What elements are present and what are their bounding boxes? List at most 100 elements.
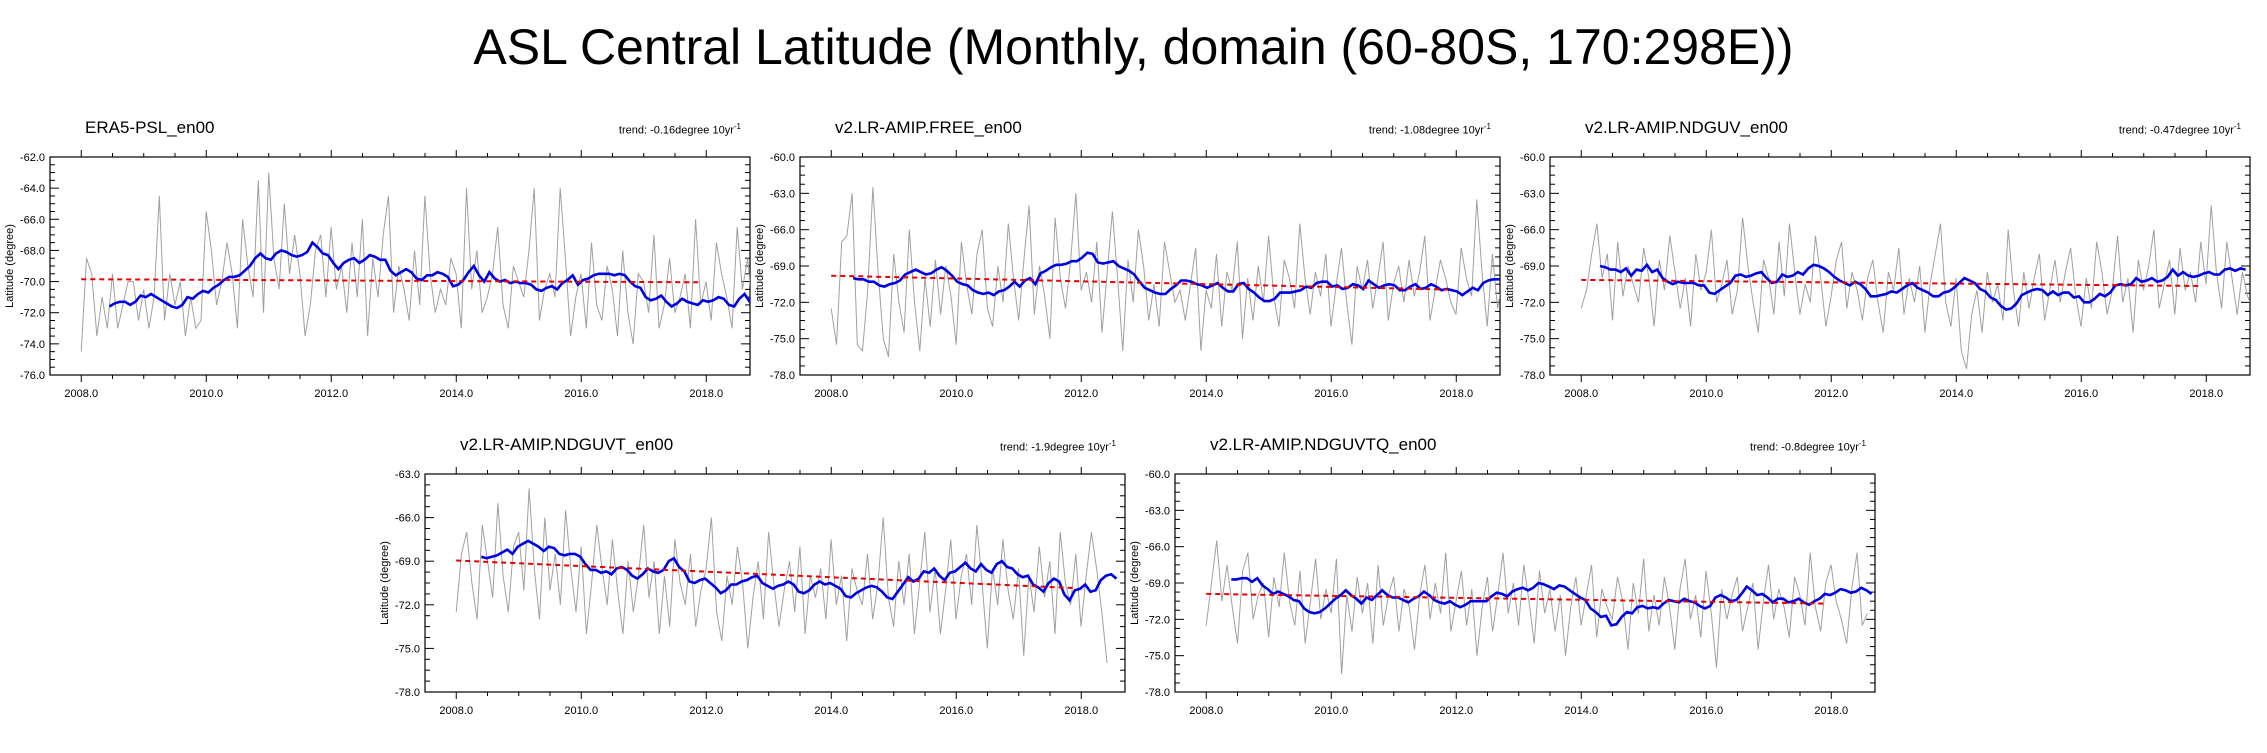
y-axis-label: Latitude (degree) xyxy=(1504,224,1516,308)
series-trend xyxy=(831,274,1451,291)
plot-frame xyxy=(799,156,1501,376)
x-tick-label: 2010.0 xyxy=(1314,705,1348,717)
panel-trend-label: trend: -1.9degree 10yr-1 xyxy=(1000,439,1116,454)
y-tick-label: -60.0 xyxy=(1520,152,1545,164)
y-tick-label: -66.0 xyxy=(1520,225,1545,237)
panel-free: v2.LR-AMIP.FREE_en00 trend: -1.08degree … xyxy=(750,110,1510,410)
y-tick-label: -60.0 xyxy=(770,152,795,164)
x-tick-label: 2016.0 xyxy=(2064,388,2098,400)
y-axis-label: Latitude (degree) xyxy=(1129,541,1141,625)
series-monthly xyxy=(830,187,1500,357)
x-tick-label: 2018.0 xyxy=(1439,388,1473,400)
y-tick-label: -63.0 xyxy=(770,188,795,200)
panel-title: ERA5-PSL_en00 xyxy=(85,118,215,137)
x-tick-label: 2014.0 xyxy=(1564,705,1598,717)
y-tick-label: -75.0 xyxy=(770,334,795,346)
y-tick-label: -63.0 xyxy=(1145,505,1170,517)
panel-trend-label: trend: -0.47degree 10yr-1 xyxy=(2119,122,2241,137)
y-tick-label: -78.0 xyxy=(1520,370,1545,382)
series-smoothed xyxy=(1599,262,2246,311)
y-tick-label: -74.0 xyxy=(20,339,45,351)
x-tick-label: 2008.0 xyxy=(64,388,98,400)
panel-title: v2.LR-AMIP.NDGUVT_en00 xyxy=(460,435,674,454)
y-tick-label: -72.0 xyxy=(1520,297,1545,309)
x-tick-label: 2012.0 xyxy=(1064,388,1098,400)
trend-unit-sup: -1 xyxy=(1483,122,1491,131)
panel-trend-label: trend: -0.8degree 10yr-1 xyxy=(1750,439,1866,454)
x-tick-label: 2012.0 xyxy=(1814,388,1848,400)
y-tick-label: -66.0 xyxy=(395,513,420,525)
y-tick-label: -72.0 xyxy=(395,600,420,612)
x-tick-label: 2010.0 xyxy=(939,388,973,400)
x-tick-label: 2008.0 xyxy=(439,705,473,717)
plot-frame xyxy=(49,156,751,376)
panel-era5-psl: ERA5-PSL_en00 trend: -0.16degree 10yr-1 … xyxy=(0,110,760,410)
y-tick-label: -60.0 xyxy=(1145,469,1170,481)
x-tick-label: 2014.0 xyxy=(439,388,473,400)
x-tick-label: 2008.0 xyxy=(1564,388,1598,400)
y-tick-label: -72.0 xyxy=(1145,614,1170,626)
x-tick-label: 2012.0 xyxy=(1439,705,1473,717)
y-tick-label: -66.0 xyxy=(20,214,45,226)
panel-ndguv: v2.LR-AMIP.NDGUV_en00 trend: -0.47degree… xyxy=(1500,110,2260,410)
y-tick-label: -63.0 xyxy=(395,469,420,481)
panel-trend-label: trend: -0.16degree 10yr-1 xyxy=(619,122,741,137)
x-tick-label: 2010.0 xyxy=(1689,388,1723,400)
y-tick-label: -69.0 xyxy=(395,556,420,568)
series-monthly xyxy=(455,488,1108,663)
y-tick-label: -75.0 xyxy=(1520,334,1545,346)
trend-text: trend: -0.8degree 10yr xyxy=(1750,441,1859,454)
x-tick-label: 2018.0 xyxy=(1064,705,1098,717)
x-tick-label: 2016.0 xyxy=(1689,705,1723,717)
panel-ndguvt: v2.LR-AMIP.NDGUVT_en00 trend: -1.9degree… xyxy=(375,427,1135,727)
trend-text: trend: -1.9degree 10yr xyxy=(1000,441,1109,454)
trend-text: trend: -0.47degree 10yr xyxy=(2118,124,2234,137)
y-axis-label: Latitude (degree) xyxy=(4,224,16,308)
x-tick-label: 2010.0 xyxy=(564,705,598,717)
y-tick-label: -68.0 xyxy=(20,245,45,257)
panel-title: v2.LR-AMIP.NDGUVTQ_en00 xyxy=(1210,435,1437,454)
x-tick-label: 2014.0 xyxy=(1939,388,1973,400)
panel-trend-label: trend: -1.08degree 10yr-1 xyxy=(1369,122,1491,137)
x-tick-label: 2014.0 xyxy=(814,705,848,717)
trend-unit-sup: -1 xyxy=(733,122,741,131)
y-tick-label: -62.0 xyxy=(20,152,45,164)
y-tick-label: -64.0 xyxy=(20,183,45,195)
series-trend xyxy=(1581,278,2201,287)
chart-svg: -60.0 -63.0 -66.0 -69.0 -72.0 -75.0 -78.0 2008.… xyxy=(1504,150,2251,400)
series-smoothed xyxy=(108,240,750,310)
x-tick-label: 2008.0 xyxy=(814,388,848,400)
y-tick-label: -63.0 xyxy=(1520,188,1545,200)
y-tick-label: -78.0 xyxy=(395,687,420,699)
chart-svg: -60.0 -63.0 -66.0 -69.0 -72.0 -75.0 -78.0 2008.… xyxy=(754,150,1501,400)
y-tick-label: -70.0 xyxy=(20,277,45,289)
x-tick-label: 2008.0 xyxy=(1189,705,1223,717)
y-tick-label: -75.0 xyxy=(1145,651,1170,663)
figure-title: ASL Central Latitude (Monthly, domain (6… xyxy=(473,19,1794,75)
x-tick-label: 2018.0 xyxy=(2189,388,2223,400)
y-tick-label: -78.0 xyxy=(1145,687,1170,699)
y-tick-label: -76.0 xyxy=(20,370,45,382)
x-tick-label: 2012.0 xyxy=(314,388,348,400)
x-tick-label: 2016.0 xyxy=(939,705,973,717)
chart-svg: -60.0 -63.0 -66.0 -69.0 -72.0 -75.0 -78.0 2008.… xyxy=(1129,467,1876,717)
x-tick-label: 2018.0 xyxy=(1814,705,1848,717)
y-tick-label: -78.0 xyxy=(770,370,795,382)
chart-svg: -63.0 -66.0 -69.0 -72.0 -75.0 -78.0 2008.0 2010… xyxy=(379,467,1126,717)
y-tick-label: -75.0 xyxy=(395,643,420,655)
x-tick-label: 2010.0 xyxy=(189,388,223,400)
trend-text: trend: -0.16degree 10yr xyxy=(618,124,734,137)
y-axis-label: Latitude (degree) xyxy=(754,224,766,308)
x-tick-label: 2016.0 xyxy=(1314,388,1348,400)
y-tick-label: -66.0 xyxy=(770,225,795,237)
x-tick-label: 2018.0 xyxy=(689,388,723,400)
panel-title: v2.LR-AMIP.NDGUV_en00 xyxy=(1585,118,1788,137)
series-trend xyxy=(456,559,1076,590)
series-smoothed xyxy=(1231,576,1873,627)
x-tick-label: 2016.0 xyxy=(564,388,598,400)
series-monthly xyxy=(80,172,750,352)
y-tick-label: -66.0 xyxy=(1145,542,1170,554)
y-tick-label: -69.0 xyxy=(770,261,795,273)
panel-title: v2.LR-AMIP.FREE_en00 xyxy=(835,118,1022,137)
trend-unit-sup: -1 xyxy=(2233,122,2241,131)
